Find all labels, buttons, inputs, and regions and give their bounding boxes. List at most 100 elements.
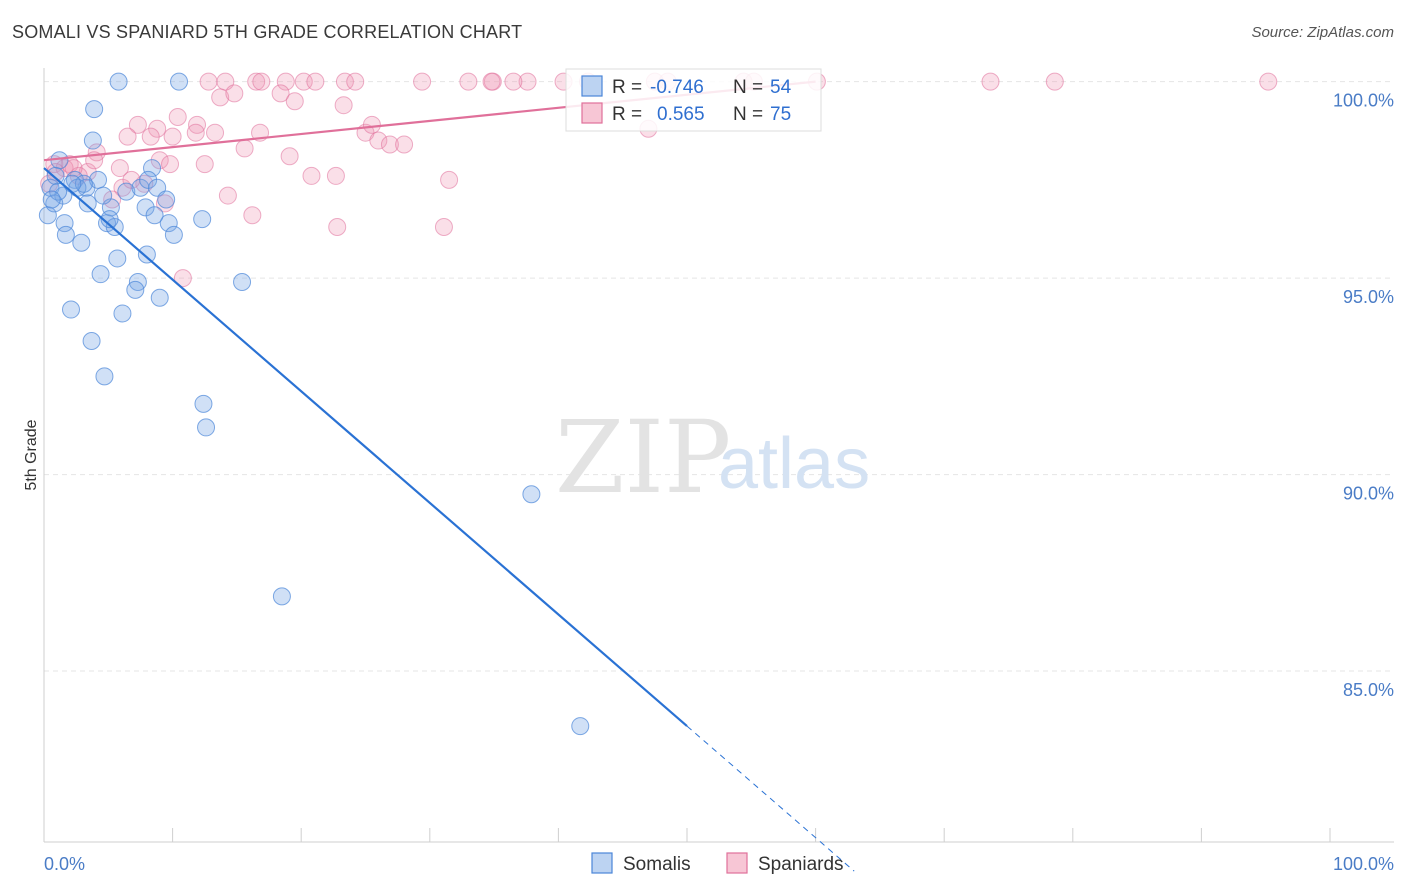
legend-somali-n-label: N =	[733, 77, 763, 98]
somali-point	[108, 249, 127, 268]
somali-point	[126, 280, 145, 299]
somali-point	[109, 72, 128, 91]
spaniard-point	[128, 115, 147, 134]
somali-point	[193, 210, 212, 229]
somali-point	[82, 331, 101, 350]
spaniard-point	[186, 123, 205, 142]
spaniard-point	[459, 72, 478, 91]
spaniard-point	[306, 72, 325, 91]
somali-point	[56, 225, 75, 244]
y-tick-label: 90.0%	[1343, 484, 1394, 504]
series-legend-spaniard-label: Spaniards	[758, 854, 844, 875]
series-legend: Somalis Spaniards	[591, 852, 844, 875]
legend-somali-n-value: 54	[770, 77, 792, 98]
somali-point	[91, 265, 110, 284]
somali-point	[117, 182, 136, 201]
somali-point	[150, 288, 169, 307]
spaniard-point	[206, 123, 225, 142]
spaniard-point	[150, 151, 169, 170]
somali-trend-line	[43, 167, 688, 727]
spaniard-point	[168, 107, 187, 126]
watermark-atlas: atlas	[718, 424, 870, 504]
spaniard-point	[482, 72, 501, 91]
spaniard-point	[211, 88, 230, 107]
somali-point	[95, 367, 114, 386]
spaniard-point	[141, 127, 160, 146]
source-credit: Source: ZipAtlas.com	[1251, 24, 1394, 41]
somali-point	[83, 131, 102, 150]
spaniard-point	[118, 127, 137, 146]
spaniard-point	[280, 147, 299, 166]
x-tick-label-end: 100.0%	[1333, 854, 1394, 874]
legend-spaniard-r-label: R =	[612, 104, 642, 125]
y-tick-label: 95.0%	[1343, 287, 1394, 307]
somali-point	[233, 273, 252, 292]
spaniard-point	[218, 186, 237, 205]
watermark: ZIP atlas	[555, 399, 870, 516]
somali-point	[194, 394, 213, 413]
spaniard-point	[163, 127, 182, 146]
spaniard-point	[326, 166, 345, 185]
spaniard-point	[225, 84, 244, 103]
somali-point	[145, 206, 164, 225]
spaniard-point	[285, 92, 304, 111]
spaniard-point	[199, 72, 218, 91]
somali-point	[42, 190, 61, 209]
somali-point	[159, 214, 178, 233]
spaniard-point	[252, 72, 271, 91]
spaniard-point	[440, 170, 459, 189]
grid-lines	[44, 81, 1394, 672]
somali-point	[139, 170, 158, 189]
legend-spaniard-n-value: 75	[770, 104, 791, 125]
spaniard-point	[346, 72, 365, 91]
somali-point	[157, 190, 176, 209]
spaniard-point	[173, 269, 192, 288]
somali-point	[522, 485, 541, 504]
spaniard-point	[247, 72, 266, 91]
spaniard-point	[103, 190, 122, 209]
y-tick-label: 85.0%	[1343, 680, 1394, 700]
spaniard-point	[395, 135, 414, 154]
somali-point	[62, 300, 81, 319]
legend-box: R = -0.746 N = 54 R = 0.565 N = 75	[565, 68, 822, 132]
somali-points	[38, 72, 590, 736]
spaniard-point	[335, 72, 354, 91]
watermark-zip: ZIP	[555, 399, 731, 516]
spaniard-point	[334, 96, 353, 115]
spaniard-point	[235, 139, 254, 158]
spaniard-point	[413, 72, 432, 91]
somali-point	[72, 233, 91, 252]
somali-point	[63, 174, 82, 193]
axes	[43, 68, 1394, 843]
tick-labels: 85.0% 90.0% 95.0% 100.0% 0.0% 100.0%	[44, 91, 1394, 874]
y-tick-label: 100.0%	[1333, 91, 1394, 111]
legend-spaniard-r-value: 0.565	[657, 104, 705, 125]
spaniard-point	[302, 166, 321, 185]
spaniard-point	[1259, 72, 1278, 91]
spaniard-point	[518, 72, 537, 91]
somali-point	[164, 225, 183, 244]
series-legend-somali-swatch	[591, 852, 613, 874]
somali-point	[571, 717, 590, 736]
spaniard-point	[195, 155, 214, 174]
spaniard-point	[110, 159, 129, 178]
spaniard-point	[276, 72, 295, 91]
somali-point	[94, 186, 113, 205]
somali-point	[100, 210, 119, 229]
somali-point	[197, 418, 216, 437]
x-tick-label-start: 0.0%	[44, 854, 85, 874]
somali-point	[113, 304, 132, 323]
spaniard-point	[188, 115, 207, 134]
legend-spaniard-swatch	[581, 102, 603, 124]
spaniard-point	[362, 115, 381, 134]
somali-point	[46, 166, 65, 185]
legend-spaniard-n-label: N =	[733, 104, 763, 125]
spaniard-point	[161, 155, 180, 174]
series-legend-somali-label: Somalis	[623, 854, 691, 875]
series-legend-spaniard-swatch	[726, 852, 748, 874]
spaniard-point	[1045, 72, 1064, 91]
spaniard-point	[243, 206, 262, 225]
somali-point	[85, 100, 104, 119]
spaniard-point	[434, 218, 453, 237]
